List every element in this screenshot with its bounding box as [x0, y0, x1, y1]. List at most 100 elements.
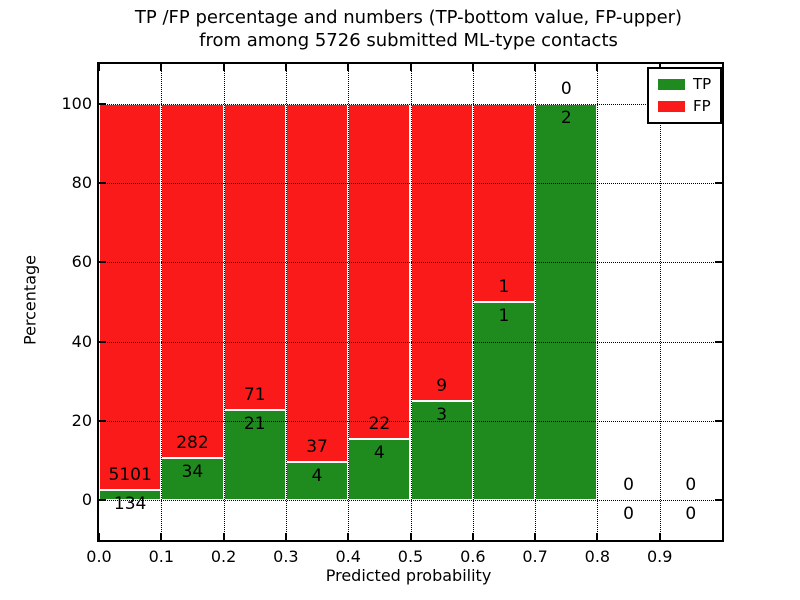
fp-count-label: 9 — [436, 376, 448, 397]
x-gridline — [161, 64, 163, 540]
tp-legend-swatch — [658, 79, 685, 90]
x-gridline — [472, 64, 474, 540]
y-tick — [715, 182, 722, 184]
x-tick-label: 0.5 — [397, 547, 424, 566]
y-tick — [715, 499, 722, 502]
bar-fp-segment — [285, 103, 349, 462]
fp-count-label: 37 — [306, 436, 328, 457]
x-tick — [222, 64, 225, 71]
y-tick — [715, 261, 722, 264]
x-tick — [596, 533, 599, 540]
legend-row-tp: TP — [658, 76, 711, 93]
y-tick — [99, 182, 106, 184]
plot-area: TP FP 0 20 40 60 80 100 0.0 0.1 0.2 0.3 0.4 0.5 0.6 0… — [61, 62, 724, 566]
chart-title: TP /FP percentage and numbers (TP-bottom… — [97, 6, 720, 52]
y-tick-label: 100 — [61, 93, 92, 113]
tp-count-label: 134 — [113, 494, 147, 515]
y-tick — [99, 499, 106, 502]
x-tick — [160, 533, 163, 540]
chart-title-line1: TP /FP percentage and numbers (TP-bottom… — [134, 7, 683, 28]
x-tick — [534, 64, 537, 71]
tp-count-label: 4 — [311, 465, 323, 486]
fp-count-label: 0 — [685, 475, 697, 496]
x-tick-label: 0.2 — [210, 547, 237, 566]
fp-count-label: 5101 — [108, 465, 152, 486]
y-axis-label: Percentage — [20, 254, 40, 346]
y-tick — [715, 340, 722, 343]
x-gridline — [348, 64, 350, 540]
x-tick — [98, 64, 100, 71]
fp-count-label: 0 — [560, 78, 572, 99]
bar-tp-segment — [535, 103, 598, 501]
y-tick-label: 20 — [71, 411, 92, 430]
bar-tp-segment — [223, 409, 286, 501]
x-tick — [160, 64, 163, 71]
tp-count-label: 0 — [623, 504, 634, 525]
tp-count-label: 21 — [243, 413, 266, 434]
y-tick — [715, 420, 722, 422]
x-tick — [596, 64, 599, 71]
fp-count-label: 1 — [498, 277, 510, 297]
x-tick — [471, 533, 474, 540]
tp-count-label: 0 — [685, 504, 697, 525]
x-gridline — [535, 64, 537, 540]
bar-tp-segment — [410, 401, 473, 501]
x-tick — [409, 533, 412, 540]
x-tick-label: 0.3 — [273, 547, 299, 566]
y-tick-label: 60 — [71, 252, 92, 272]
fp-count-label: 282 — [176, 432, 209, 453]
x-tick — [347, 533, 350, 540]
x-tick-label: 0.4 — [335, 547, 361, 566]
bar-tp-segment — [99, 490, 162, 501]
tp-count-label: 2 — [560, 107, 572, 128]
y-tick-label: 80 — [71, 173, 92, 192]
bar-fp-segment — [161, 103, 224, 458]
x-tick — [658, 533, 661, 540]
x-tick — [98, 533, 100, 540]
legend-row-fp: FP — [658, 98, 711, 115]
bar-tp-segment — [348, 439, 411, 501]
bar-fp-segment — [472, 103, 536, 302]
tp-count-label: 3 — [436, 405, 448, 426]
x-gridline — [597, 64, 599, 540]
x-gridline — [659, 64, 661, 540]
x-gridline — [223, 64, 225, 540]
x-gridline — [285, 64, 287, 540]
legend: TP FP — [647, 67, 723, 124]
y-tick-label: 0 — [81, 490, 92, 510]
y-tick — [99, 420, 106, 422]
y-tick — [99, 340, 106, 343]
x-tick-label: 0.8 — [584, 547, 611, 566]
tp-count-label: 34 — [181, 461, 204, 482]
bar-tp-segment — [472, 302, 536, 501]
fp-legend-label: FP — [693, 97, 711, 115]
tp-count-label: 4 — [373, 443, 385, 464]
tp-legend-label: TP — [693, 75, 712, 93]
fp-count-label: 71 — [243, 384, 266, 405]
y-tick — [99, 261, 106, 264]
bar-fp-segment — [410, 103, 473, 402]
y-tick-label: 40 — [71, 331, 92, 351]
bar-fp-segment — [99, 103, 162, 491]
x-tick-label: 0.1 — [148, 547, 175, 566]
x-tick — [347, 64, 350, 71]
x-tick — [409, 64, 412, 71]
x-gridline — [410, 64, 412, 540]
x-tick — [222, 533, 225, 540]
fp-legend-swatch — [658, 101, 685, 112]
x-tick-label: 0.9 — [646, 547, 673, 566]
x-tick — [534, 533, 537, 540]
x-tick-label: 0.7 — [522, 547, 548, 566]
y-tick — [99, 102, 106, 105]
fp-count-label: 0 — [623, 475, 634, 496]
x-tick — [471, 64, 474, 71]
x-tick — [284, 64, 287, 71]
x-tick-label: 0.0 — [86, 547, 112, 566]
x-tick — [284, 533, 287, 540]
bar-fp-segment — [348, 103, 411, 440]
chart-title-line2: from among 5726 submitted ML-type contac… — [199, 30, 618, 51]
x-axis-label: Predicted probability — [325, 566, 492, 585]
fp-count-label: 22 — [368, 414, 391, 435]
tp-count-label: 1 — [498, 306, 510, 326]
